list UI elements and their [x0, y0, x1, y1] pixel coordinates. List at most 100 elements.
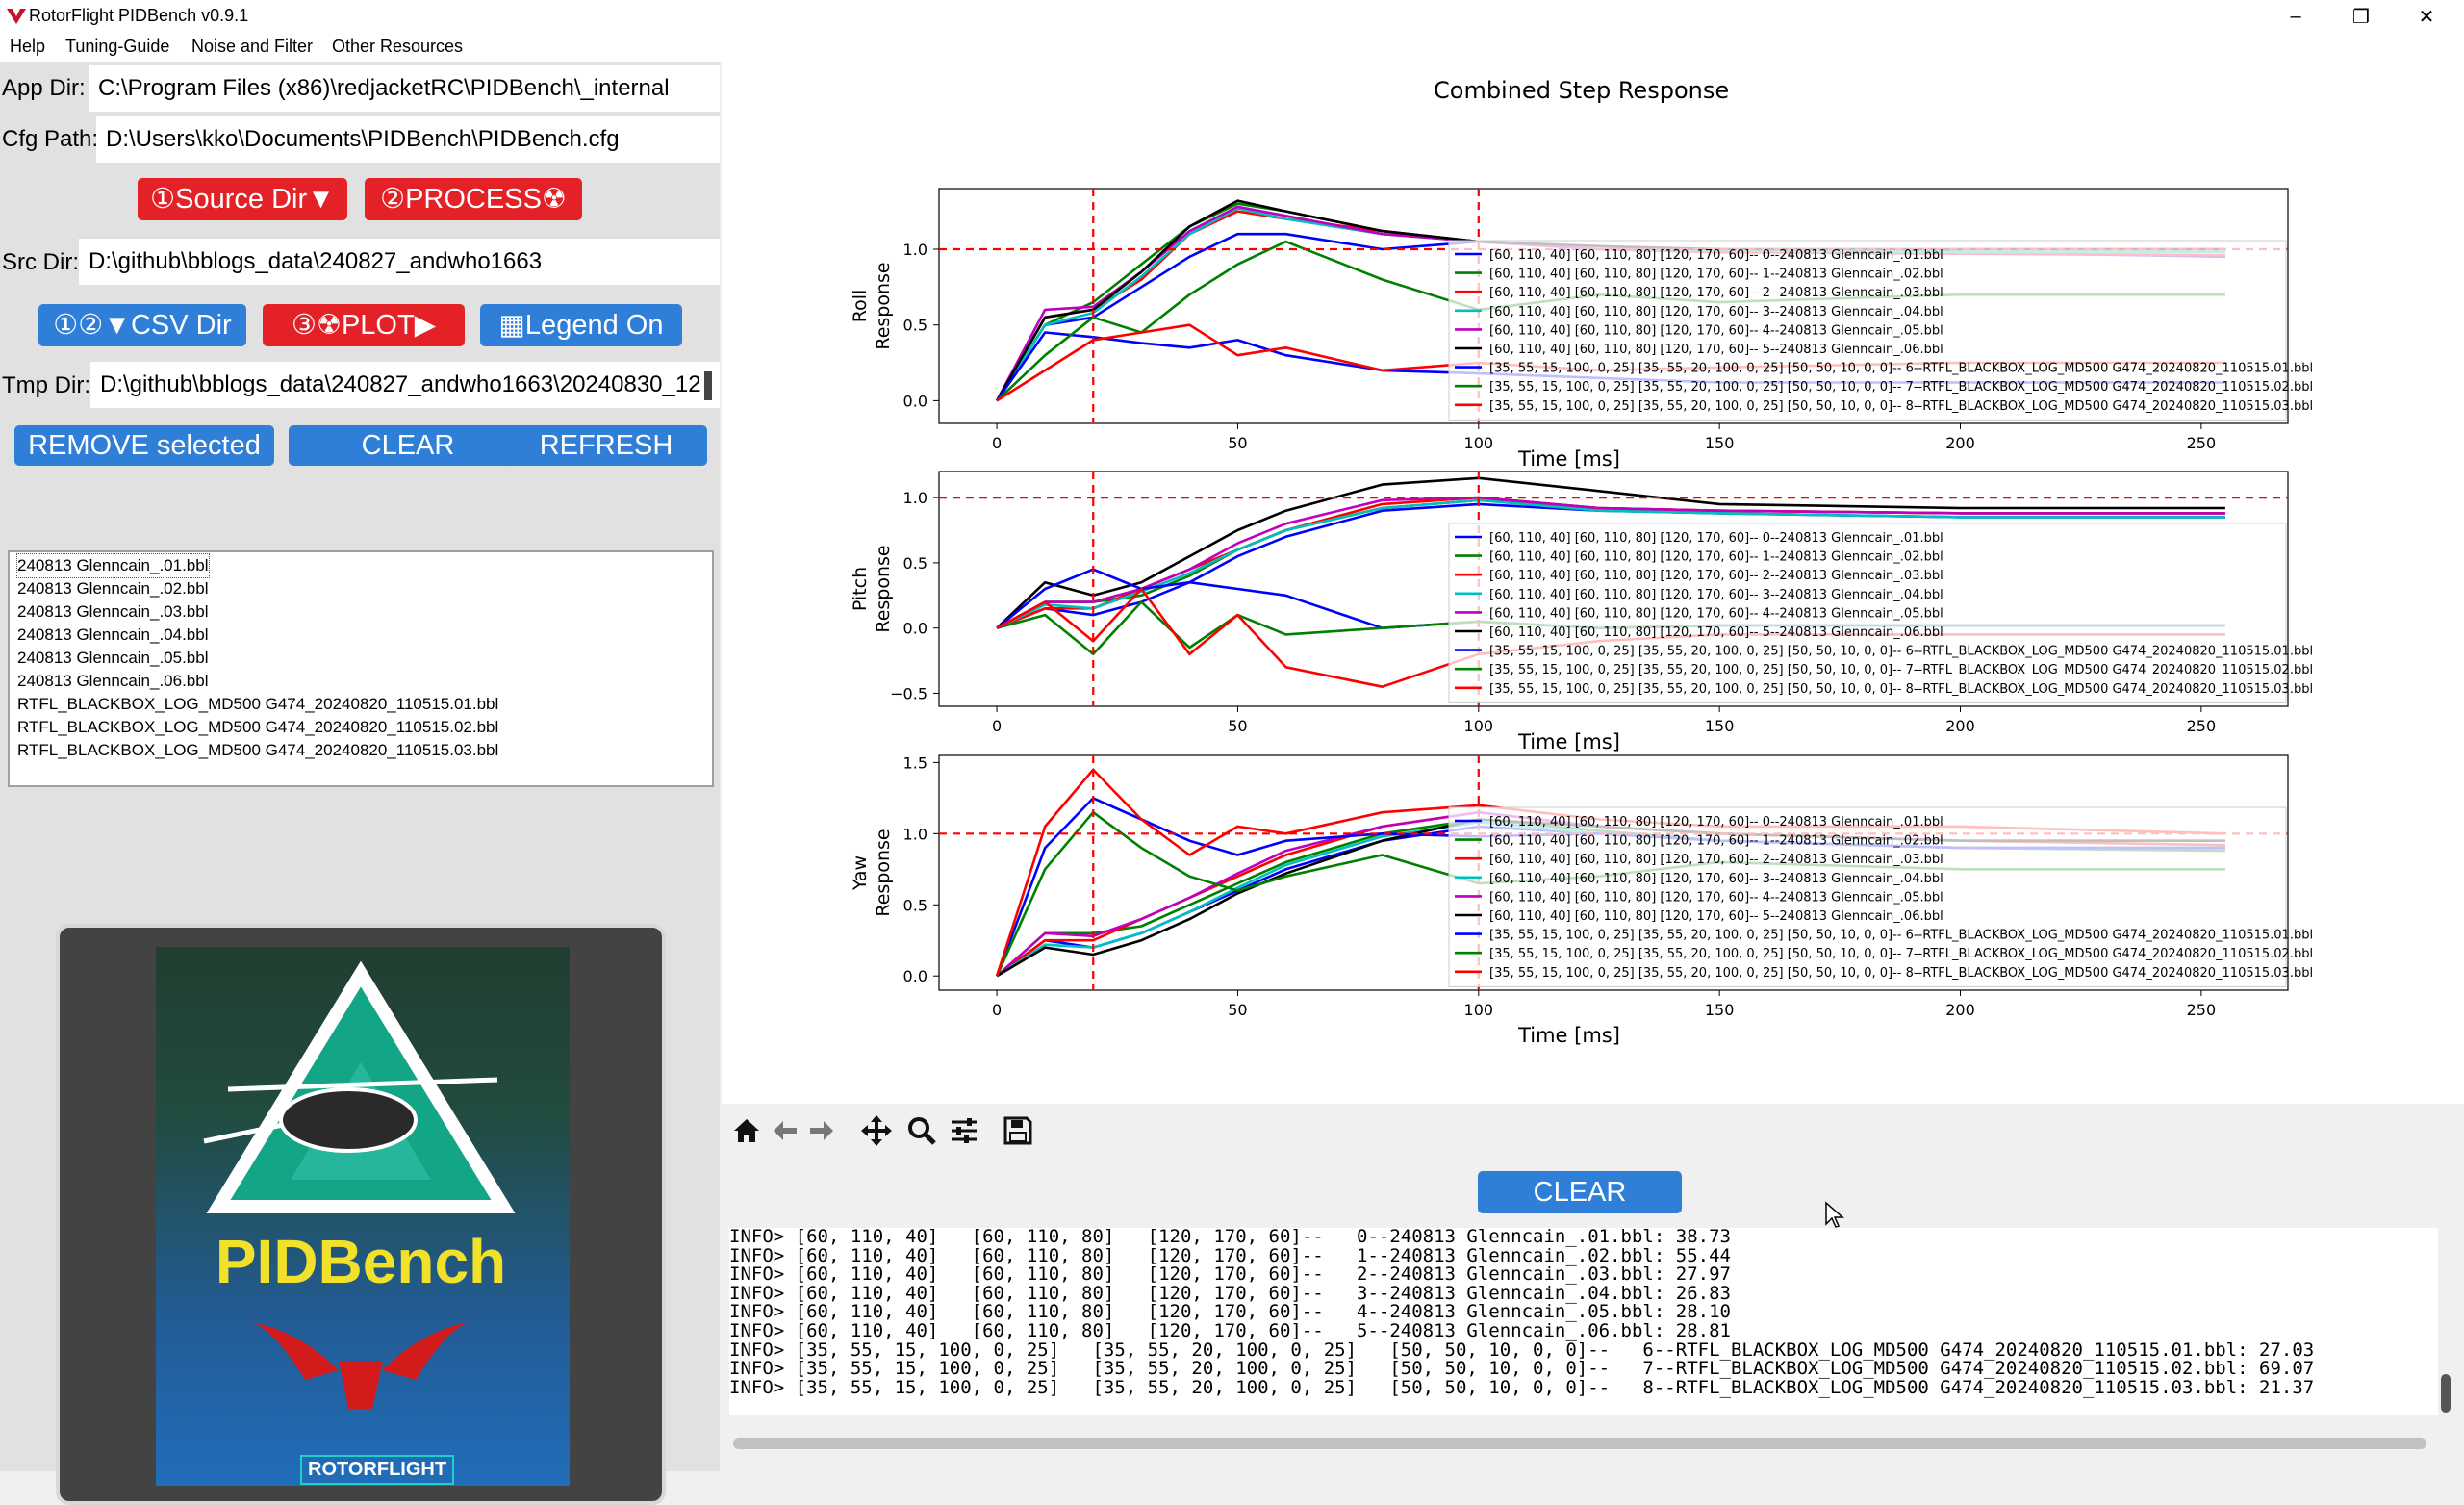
y-axis-label: Response	[873, 829, 894, 916]
legend-entry: [60, 110, 40] [60, 110, 80] [120, 170, 6…	[1489, 890, 1943, 905]
refresh-button[interactable]: REFRESH	[505, 425, 707, 466]
app-dir-label: App Dir:	[2, 75, 86, 101]
floppy-disk-icon	[1003, 1116, 1032, 1145]
list-item[interactable]: 240813 Glenncain_.04.bbl	[17, 625, 209, 644]
x-tick-label: 250	[2187, 434, 2217, 452]
y-tick-label: 1.0	[903, 241, 927, 259]
legend-box	[1448, 806, 2287, 987]
csv-dir-button[interactable]: ①②▼CSV Dir	[38, 304, 246, 346]
y-axis-label: Response	[873, 262, 894, 349]
list-item[interactable]: RTFL_BLACKBOX_LOG_MD500 G474_20240820_11…	[17, 695, 499, 713]
x-tick-label: 0	[992, 434, 1002, 452]
back-button[interactable]	[768, 1113, 802, 1148]
x-tick-label: 200	[1945, 717, 1975, 735]
log-vertical-scrollbar[interactable]	[2441, 1374, 2451, 1413]
home-icon	[734, 1119, 759, 1142]
legend-entry: [60, 110, 40] [60, 110, 80] [120, 170, 6…	[1489, 815, 1943, 829]
logo-wordmark: PIDBench	[215, 1227, 507, 1296]
x-tick-label: 0	[992, 717, 1002, 735]
list-item[interactable]: 240813 Glenncain_.01.bbl	[16, 553, 210, 578]
zoom-button[interactable]	[904, 1113, 939, 1148]
legend-entry: [35, 55, 15, 100, 0, 25] [35, 55, 20, 10…	[1489, 663, 2313, 677]
tmp-dir-label: Tmp Dir:	[2, 372, 90, 398]
src-dir-label: Src Dir:	[2, 249, 79, 275]
legend-entry: [60, 110, 40] [60, 110, 80] [120, 170, 6…	[1489, 909, 1943, 924]
legend-entry: [60, 110, 40] [60, 110, 80] [120, 170, 6…	[1489, 834, 1943, 849]
save-figure-button[interactable]	[1001, 1113, 1035, 1148]
menu-help[interactable]: Help	[10, 37, 46, 56]
series-line	[996, 496, 2225, 629]
list-item[interactable]: RTFL_BLACKBOX_LOG_MD500 G474_20240820_11…	[17, 741, 499, 759]
remove-selected-button[interactable]: REMOVE selected	[14, 425, 274, 466]
close-icon: ✕	[2418, 6, 2435, 28]
sliders-icon	[952, 1118, 977, 1143]
restore-icon: ❐	[2352, 6, 2370, 28]
x-tick-label: 100	[1464, 434, 1494, 452]
menu-noise-and-filter[interactable]: Noise and Filter	[191, 37, 314, 56]
log-output[interactable]: INFO> [60, 110, 40] [60, 110, 80] [120, …	[729, 1228, 2438, 1415]
tmp-dir-field[interactable]: D:\github\bblogs_data\240827_andwho1663\…	[90, 362, 720, 408]
minimize-button[interactable]: –	[2263, 0, 2328, 33]
menu-bar: Help Tuning-Guide Noise and Filter Other…	[0, 33, 2464, 63]
maximize-button[interactable]: ❐	[2328, 0, 2394, 33]
legend-entry: [60, 110, 40] [60, 110, 80] [120, 170, 6…	[1489, 531, 1943, 546]
x-tick-label: 0	[992, 1001, 1002, 1019]
cfg-path-field[interactable]: D:\Users\kko\Documents\PIDBench\PIDBench…	[96, 116, 720, 163]
move-icon	[861, 1115, 892, 1146]
cfg-path-label: Cfg Path:	[2, 126, 99, 152]
chart-title: Combined Step Response	[1434, 77, 1730, 104]
log-horizontal-scrollbar[interactable]	[733, 1438, 2426, 1449]
log-line: INFO> [60, 110, 40] [60, 110, 80] [120, …	[729, 1301, 1731, 1323]
file-list[interactable]: 240813 Glenncain_.01.bbl 240813 Glenncai…	[8, 550, 714, 787]
list-item[interactable]: RTFL_BLACKBOX_LOG_MD500 G474_20240820_11…	[17, 718, 499, 736]
window-title: RotorFlight PIDBench v0.9.1	[29, 6, 249, 25]
process-button[interactable]: ②PROCESS☢	[365, 178, 582, 220]
y-tick-label: 1.0	[903, 489, 927, 507]
menu-tuning-guide[interactable]: Tuning-Guide	[65, 37, 170, 56]
logo-artwork	[203, 960, 516, 1409]
x-tick-label: 150	[1705, 434, 1735, 452]
y-tick-label: 0.0	[903, 392, 927, 410]
pan-button[interactable]	[859, 1113, 894, 1148]
list-item[interactable]: 240813 Glenncain_.03.bbl	[17, 602, 209, 621]
y-tick-label: 1.0	[903, 825, 927, 843]
source-dir-button[interactable]: ①Source Dir▼	[138, 178, 347, 220]
legend-entry: [35, 55, 15, 100, 0, 25] [35, 55, 20, 10…	[1489, 362, 2313, 376]
magnifier-icon	[908, 1117, 936, 1145]
legend-entry: [35, 55, 15, 100, 0, 25] [35, 55, 20, 10…	[1489, 929, 2313, 943]
legend-toggle-button[interactable]: ▦Legend On	[480, 304, 682, 346]
x-tick-label: 200	[1945, 434, 1975, 452]
legend-entry: [60, 110, 40] [60, 110, 80] [120, 170, 6…	[1489, 343, 1943, 357]
legend-entry: [60, 110, 40] [60, 110, 80] [120, 170, 6…	[1489, 588, 1943, 602]
y-axis-label: Yaw	[850, 855, 871, 891]
clear-log-button[interactable]: CLEAR	[1478, 1171, 1682, 1213]
legend-box	[1448, 240, 2287, 421]
menu-other-resources[interactable]: Other Resources	[332, 37, 464, 56]
legend-entry: [35, 55, 15, 100, 0, 25] [35, 55, 20, 10…	[1489, 645, 2313, 659]
plot-toolbar	[722, 1104, 2464, 1160]
x-tick-label: 150	[1705, 717, 1735, 735]
list-item[interactable]: 240813 Glenncain_.02.bbl	[17, 579, 209, 598]
clear-files-button[interactable]: CLEAR	[289, 425, 527, 466]
plot-button[interactable]: ③☢PLOT▶	[263, 304, 465, 346]
legend-entry: [60, 110, 40] [60, 110, 80] [120, 170, 6…	[1489, 248, 1943, 263]
legend-entry: [35, 55, 15, 100, 0, 25] [35, 55, 20, 10…	[1489, 399, 2313, 414]
x-tick-label: 50	[1228, 1001, 1247, 1019]
list-item[interactable]: 240813 Glenncain_.05.bbl	[17, 649, 209, 667]
legend-entry: [35, 55, 15, 100, 0, 25] [35, 55, 20, 10…	[1489, 947, 2313, 961]
legend-entry: [60, 110, 40] [60, 110, 80] [120, 170, 6…	[1489, 550, 1943, 565]
list-item[interactable]: 240813 Glenncain_.06.bbl	[17, 672, 209, 690]
close-button[interactable]: ✕	[2394, 0, 2459, 33]
src-dir-field[interactable]: D:\github\bblogs_data\240827_andwho1663	[79, 239, 720, 285]
forward-button[interactable]	[804, 1113, 839, 1148]
home-button[interactable]	[729, 1113, 764, 1148]
legend-entry: [60, 110, 40] [60, 110, 80] [120, 170, 6…	[1489, 323, 1943, 338]
x-tick-label: 200	[1945, 1001, 1975, 1019]
log-line: INFO> [60, 110, 40] [60, 110, 80] [120, …	[729, 1319, 1731, 1341]
app-dir-field[interactable]: C:\Program Files (x86)\redjacketRC\PIDBe…	[89, 65, 720, 112]
configure-subplots-button[interactable]	[947, 1113, 981, 1148]
y-tick-label: 0.0	[903, 967, 927, 985]
y-tick-label: 0.5	[903, 554, 927, 573]
y-tick-label: −0.5	[890, 684, 927, 702]
y-tick-label: 0.5	[903, 317, 927, 335]
